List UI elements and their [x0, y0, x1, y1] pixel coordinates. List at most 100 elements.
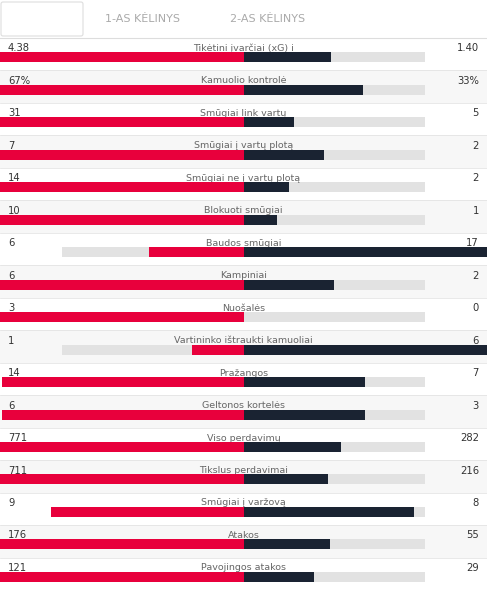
Text: Smūgiai į varžovą: Smūgiai į varžovą	[201, 499, 286, 507]
FancyBboxPatch shape	[62, 150, 425, 160]
Text: 14: 14	[8, 173, 20, 183]
Text: Geltonos kortelės: Geltonos kortelės	[202, 401, 285, 410]
FancyBboxPatch shape	[62, 345, 425, 355]
FancyBboxPatch shape	[244, 85, 363, 95]
FancyBboxPatch shape	[0, 428, 487, 460]
Text: 1.40: 1.40	[457, 44, 479, 53]
Text: 2: 2	[472, 271, 479, 281]
FancyBboxPatch shape	[0, 558, 487, 590]
FancyBboxPatch shape	[192, 345, 244, 355]
FancyBboxPatch shape	[0, 266, 487, 298]
FancyBboxPatch shape	[62, 507, 425, 517]
FancyBboxPatch shape	[0, 298, 487, 330]
Text: 6: 6	[472, 336, 479, 346]
Text: 67%: 67%	[8, 76, 30, 86]
Text: 14: 14	[8, 368, 20, 378]
FancyBboxPatch shape	[62, 474, 425, 484]
Text: Pražangos: Pražangos	[219, 369, 268, 378]
Text: 31: 31	[8, 109, 20, 119]
Text: Nuošalės: Nuošalės	[222, 304, 265, 313]
Text: 771: 771	[8, 433, 27, 443]
Text: MAČAS: MAČAS	[8, 14, 53, 24]
FancyBboxPatch shape	[1, 377, 244, 387]
Text: Atakos: Atakos	[227, 531, 260, 540]
Text: 121: 121	[8, 563, 27, 573]
FancyBboxPatch shape	[0, 280, 244, 290]
FancyBboxPatch shape	[0, 117, 244, 127]
FancyBboxPatch shape	[0, 539, 244, 549]
Text: Pavojingos atakos: Pavojingos atakos	[201, 563, 286, 572]
Text: Smūgiai į vartų plotą: Smūgiai į vartų plotą	[194, 141, 293, 150]
Text: 2: 2	[472, 141, 479, 151]
Text: Baudos smūgiai: Baudos smūgiai	[206, 239, 281, 248]
FancyBboxPatch shape	[0, 460, 487, 493]
Text: 29: 29	[466, 563, 479, 573]
FancyBboxPatch shape	[62, 572, 425, 582]
Text: Blokuoti smūgiai: Blokuoti smūgiai	[204, 206, 283, 215]
Text: 1-AS KĖLINYS: 1-AS KĖLINYS	[105, 14, 180, 24]
FancyBboxPatch shape	[62, 409, 425, 419]
Text: 6: 6	[8, 271, 15, 281]
FancyBboxPatch shape	[244, 53, 332, 63]
FancyBboxPatch shape	[244, 280, 334, 290]
FancyBboxPatch shape	[51, 507, 244, 517]
FancyBboxPatch shape	[0, 136, 487, 168]
FancyBboxPatch shape	[62, 117, 425, 127]
FancyBboxPatch shape	[0, 215, 244, 225]
FancyBboxPatch shape	[244, 117, 294, 127]
FancyBboxPatch shape	[0, 38, 487, 70]
FancyBboxPatch shape	[0, 474, 244, 484]
FancyBboxPatch shape	[244, 539, 330, 549]
Text: 216: 216	[460, 466, 479, 476]
Text: 711: 711	[8, 466, 27, 476]
FancyBboxPatch shape	[0, 363, 487, 395]
Text: 10: 10	[8, 206, 20, 216]
FancyBboxPatch shape	[244, 182, 289, 192]
FancyBboxPatch shape	[244, 215, 277, 225]
Text: Smūgiai link vartų: Smūgiai link vartų	[200, 109, 287, 118]
Text: 7: 7	[8, 141, 15, 151]
Text: Smūgiai ne į vartų plotą: Smūgiai ne į vartų plotą	[187, 174, 300, 183]
FancyBboxPatch shape	[244, 474, 328, 484]
Text: 3: 3	[473, 401, 479, 411]
Text: 33%: 33%	[457, 76, 479, 86]
Text: 6: 6	[8, 401, 15, 411]
FancyBboxPatch shape	[1, 409, 244, 419]
Text: Tikslus perdavimai: Tikslus perdavimai	[199, 466, 288, 475]
FancyBboxPatch shape	[62, 53, 425, 63]
Text: 8: 8	[473, 498, 479, 508]
FancyBboxPatch shape	[149, 247, 244, 257]
FancyBboxPatch shape	[0, 150, 244, 160]
Text: Kamuolio kontrolė: Kamuolio kontrolė	[201, 76, 286, 86]
FancyBboxPatch shape	[62, 247, 425, 257]
FancyBboxPatch shape	[0, 312, 244, 322]
Text: 2: 2	[472, 173, 479, 183]
FancyBboxPatch shape	[0, 233, 487, 266]
Text: 1: 1	[472, 206, 479, 216]
FancyBboxPatch shape	[0, 182, 244, 192]
Text: 282: 282	[460, 433, 479, 443]
FancyBboxPatch shape	[244, 345, 487, 355]
FancyBboxPatch shape	[244, 150, 324, 160]
FancyBboxPatch shape	[244, 247, 487, 257]
FancyBboxPatch shape	[244, 442, 341, 452]
FancyBboxPatch shape	[244, 377, 364, 387]
Text: 7: 7	[472, 368, 479, 378]
Text: 55: 55	[466, 530, 479, 540]
FancyBboxPatch shape	[244, 409, 364, 419]
FancyBboxPatch shape	[0, 442, 244, 452]
Text: 176: 176	[8, 530, 27, 540]
Text: 4.38: 4.38	[8, 44, 30, 53]
FancyBboxPatch shape	[244, 507, 414, 517]
FancyBboxPatch shape	[244, 572, 314, 582]
Text: Viso perdavimų: Viso perdavimų	[206, 434, 281, 442]
FancyBboxPatch shape	[0, 493, 487, 525]
FancyBboxPatch shape	[0, 53, 244, 63]
FancyBboxPatch shape	[62, 539, 425, 549]
Text: Kampiniai: Kampiniai	[220, 271, 267, 280]
Text: Tikėtini įvarčiai (xG) i: Tikėtini įvarčiai (xG) i	[193, 44, 294, 53]
Text: 2-AS KĖLINYS: 2-AS KĖLINYS	[230, 14, 305, 24]
FancyBboxPatch shape	[0, 525, 487, 558]
Text: 5: 5	[472, 109, 479, 119]
Text: 17: 17	[466, 238, 479, 248]
